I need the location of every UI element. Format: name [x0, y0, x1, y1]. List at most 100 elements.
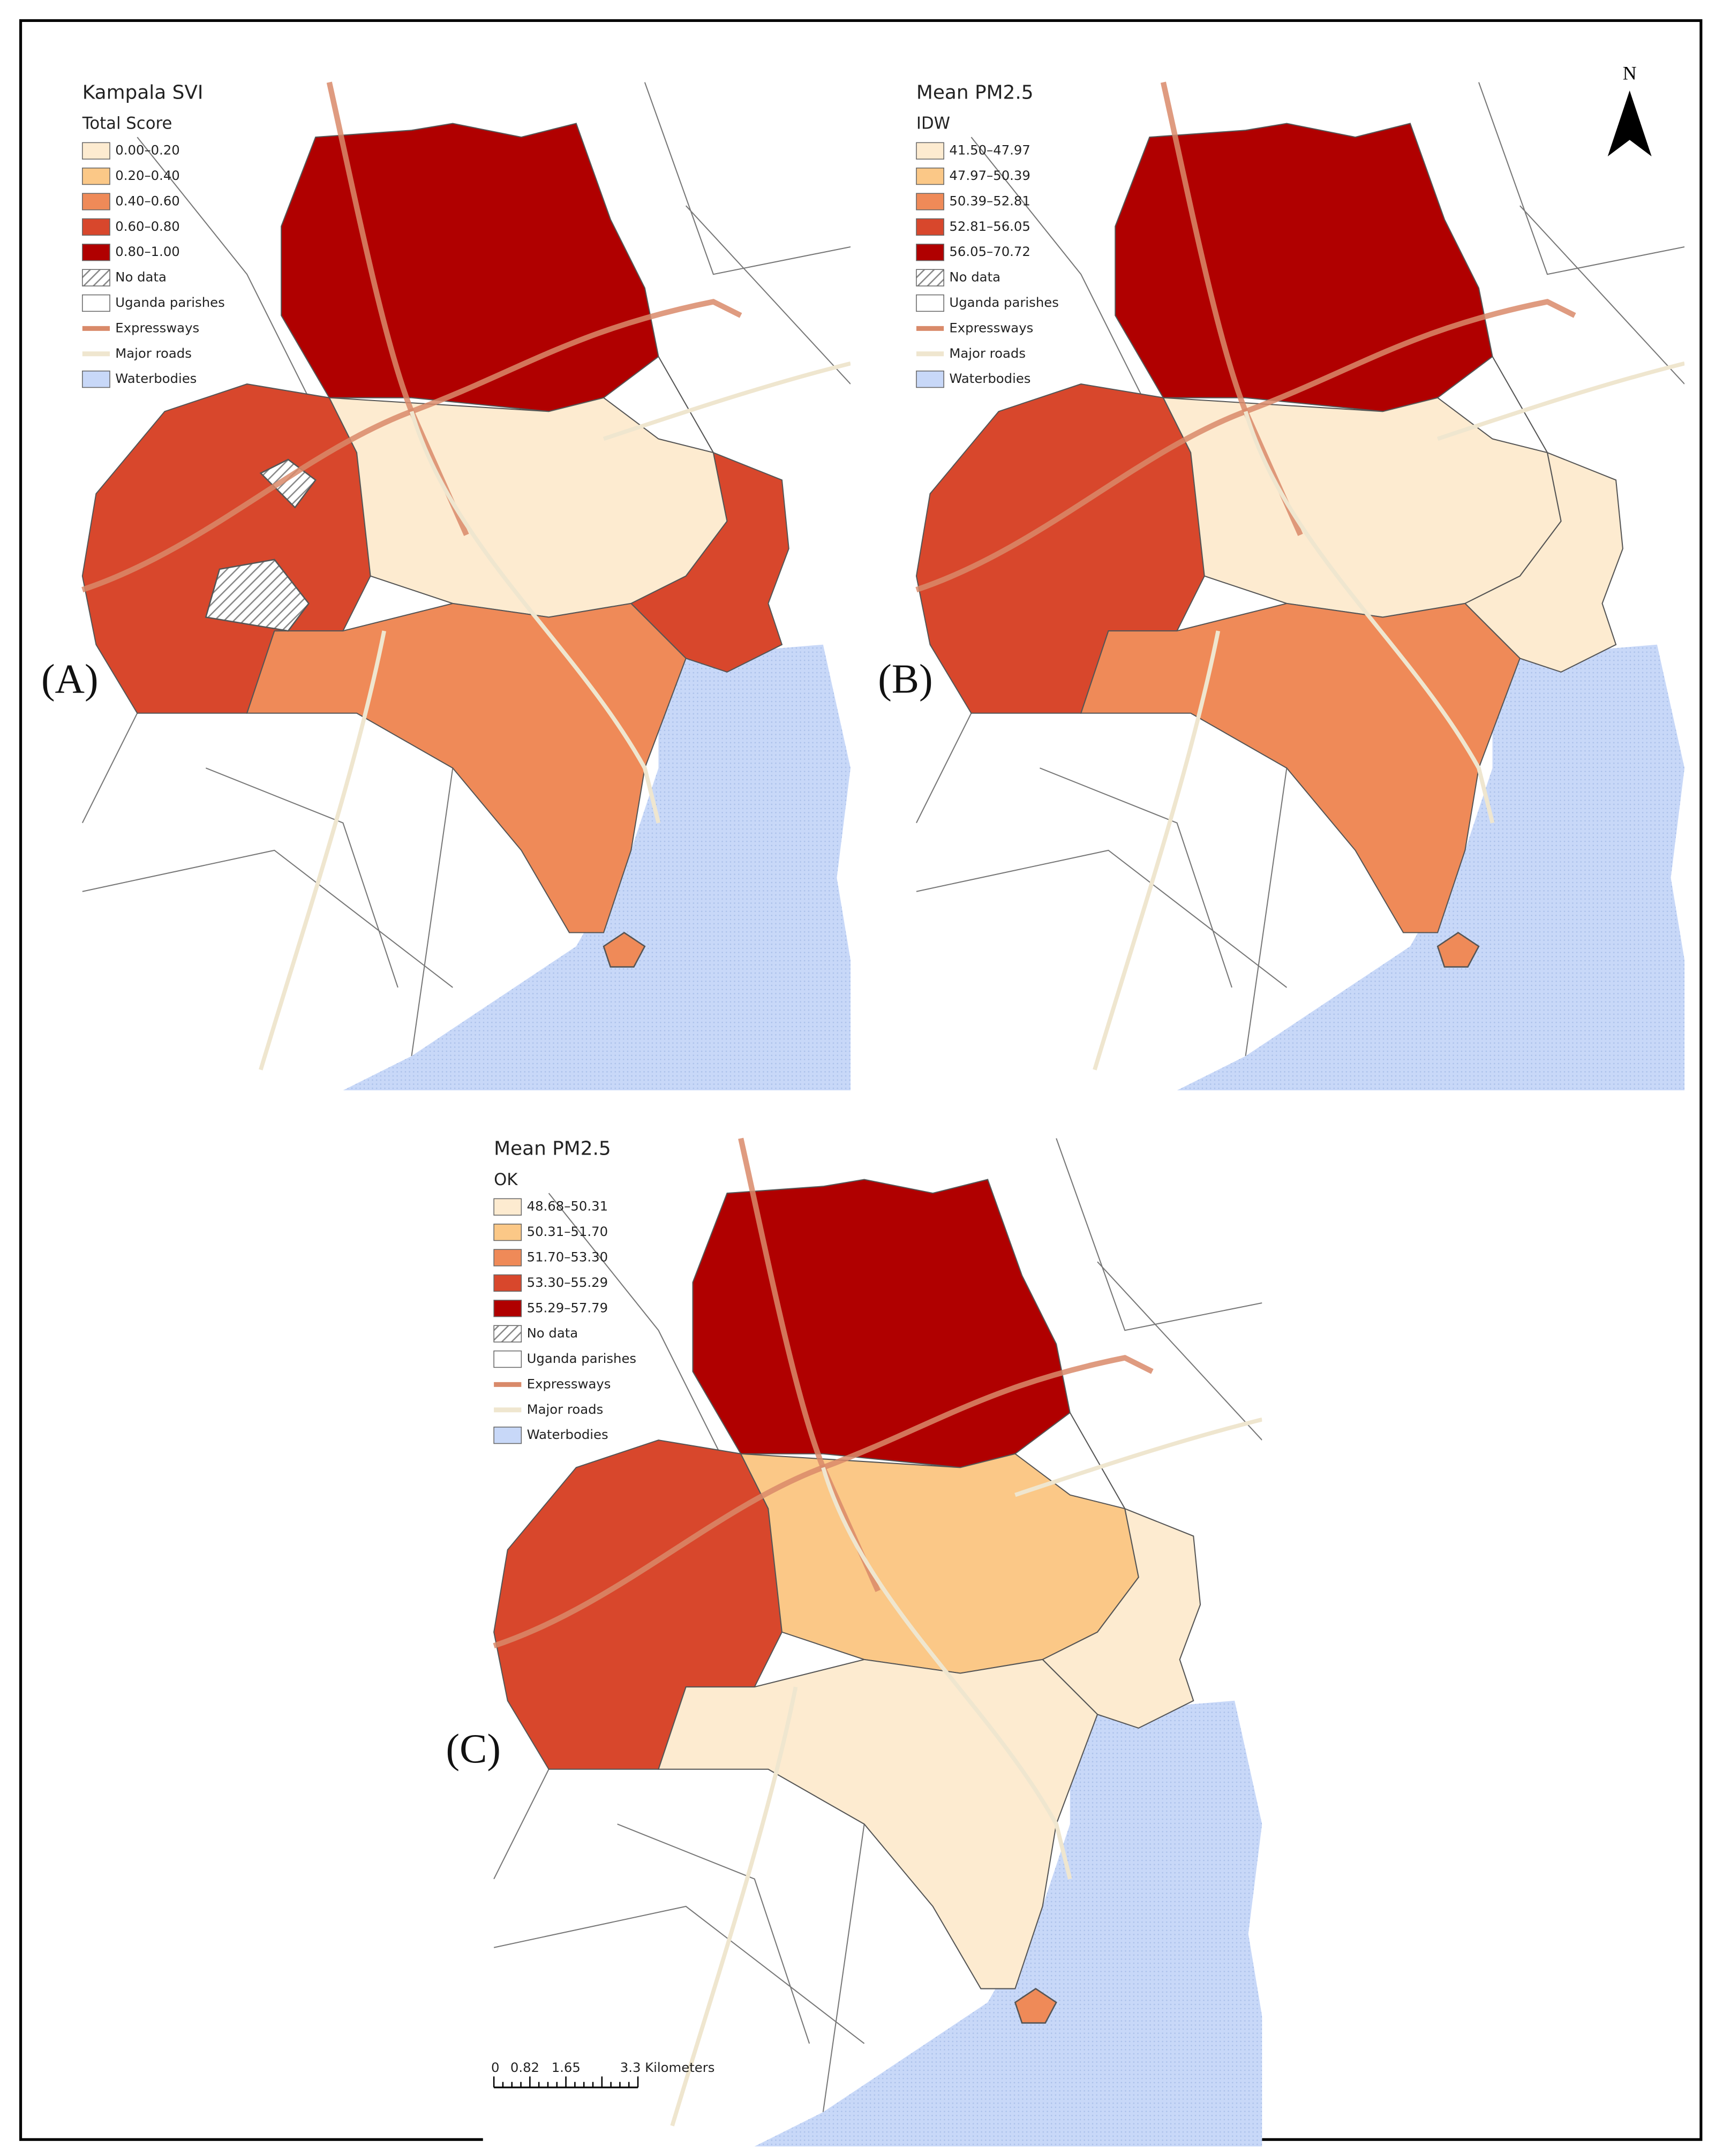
- legend-title: Mean PM2.5: [916, 81, 1034, 103]
- scale-label: 0: [491, 2060, 499, 2075]
- scale-bar: 0 0.82 1.65 3.3 Kilometers: [491, 2060, 714, 2089]
- legend-swatch: [916, 294, 944, 312]
- map-panel: [905, 41, 1685, 1091]
- waterbody: [1177, 644, 1685, 1091]
- legend-swatch: [82, 244, 110, 261]
- parish-boundary: [916, 849, 1288, 988]
- no-data-area: [205, 559, 310, 632]
- parish-region: [1464, 356, 1623, 673]
- major-road: [1014, 1417, 1262, 1497]
- legend-swatch: [493, 1325, 522, 1343]
- panel-label: (B): [878, 656, 932, 702]
- legend-swatch: [916, 371, 944, 388]
- island: [1436, 931, 1480, 968]
- legend-title: Mean PM2.5: [494, 1137, 611, 1159]
- legend-label: Uganda parishes: [949, 295, 1059, 310]
- legend-swatch: [82, 294, 110, 312]
- legend-label: 53.30–55.29: [527, 1275, 608, 1290]
- legend-label: 0.80–1.00: [115, 244, 180, 259]
- major-road: [821, 1467, 1072, 1880]
- legend-label: 41.50–47.97: [949, 142, 1030, 158]
- major-road: [409, 411, 661, 824]
- parish-boundary: [82, 849, 453, 988]
- scale-label: 0.82: [510, 2060, 539, 2075]
- panel-label: (C): [446, 1726, 500, 1771]
- legend-label: Expressways: [527, 1376, 611, 1391]
- island: [603, 931, 646, 968]
- legend-label: 52.81–56.05: [949, 218, 1030, 234]
- parish-region: [281, 123, 659, 412]
- legend-label: 55.29–57.79: [527, 1300, 608, 1315]
- parish-boundary: [1056, 1138, 1262, 1331]
- north-arrow: N: [1607, 63, 1652, 156]
- legend-label: Expressways: [115, 320, 199, 335]
- legend-label: 48.68–50.31: [527, 1198, 608, 1214]
- north-label: N: [1623, 63, 1637, 84]
- legend-swatch: [493, 1350, 522, 1368]
- waterbody: [604, 1056, 735, 1091]
- parish-boundary: [205, 767, 398, 988]
- legend-label: 0.00–0.20: [115, 142, 180, 158]
- legend-swatch: [493, 1198, 522, 1216]
- waterbody: [754, 1700, 1262, 2147]
- major-road: [670, 1686, 798, 2127]
- parish-boundary: [617, 1823, 810, 2044]
- major-road: [1093, 630, 1221, 1071]
- legend-subtitle: OK: [494, 1170, 518, 1189]
- legend-label: No data: [949, 269, 1000, 285]
- legend-label: 47.97–50.39: [949, 168, 1030, 183]
- legend-swatch: [493, 1300, 522, 1317]
- waterbody: [1015, 2112, 1147, 2147]
- legend-swatch: [82, 371, 110, 388]
- legend-title: Kampala SVI: [82, 81, 204, 103]
- legend-label: Uganda parishes: [115, 295, 225, 310]
- legend-label: 50.31–51.70: [527, 1224, 608, 1239]
- legend-swatch: [82, 269, 110, 287]
- parish-boundary: [1040, 767, 1232, 988]
- legend-subtitle: IDW: [916, 114, 950, 133]
- scale-label: 1.65: [552, 2060, 581, 2075]
- expressway: [738, 1137, 881, 1592]
- parish-boundary: [685, 205, 851, 385]
- island: [1014, 1988, 1057, 2024]
- major-road: [1243, 411, 1495, 824]
- legend-swatch: [916, 167, 944, 185]
- legend: Mean PM2.5 OK 48.68–50.31 50.31–51.70 51.70–…: [493, 1137, 637, 1444]
- waterbody: [343, 644, 851, 1091]
- legend-label: Expressways: [949, 320, 1033, 335]
- legend-swatch: [82, 142, 110, 160]
- legend-label: 0.40–0.60: [115, 193, 180, 208]
- legend-subtitle: Total Score: [82, 114, 172, 133]
- legend-label: 51.70–53.30: [527, 1249, 608, 1265]
- parish-boundary: [644, 82, 851, 275]
- legend-label: Major roads: [949, 345, 1026, 361]
- legend: Kampala SVI Total Score 0.00–0.20 0.20–0.40…: [82, 81, 225, 388]
- major-road: [259, 630, 387, 1071]
- legend-label: Uganda parishes: [527, 1351, 637, 1366]
- legend-label: Waterbodies: [527, 1427, 608, 1442]
- parish-region: [1041, 1412, 1201, 1729]
- legend-swatch: [493, 1427, 522, 1444]
- legend-label: 50.39–52.81: [949, 193, 1030, 208]
- legend: Mean PM2.5 IDW 41.50–47.97 47.97–50.39 50.39…: [916, 81, 1059, 388]
- legend-swatch: [493, 1249, 522, 1267]
- parish-boundary: [1519, 205, 1685, 385]
- legend-swatch: [493, 1223, 522, 1241]
- parish-boundary: [1097, 1261, 1262, 1441]
- major-road: [1436, 361, 1685, 441]
- legend-swatch: [916, 142, 944, 160]
- expressway: [326, 81, 469, 536]
- legend-label: Waterbodies: [115, 371, 197, 386]
- waterbody: [1438, 1056, 1570, 1091]
- parish-region: [630, 356, 789, 673]
- legend-label: No data: [527, 1325, 578, 1341]
- legend-swatch: [916, 244, 944, 261]
- legend-label: Major roads: [527, 1401, 604, 1417]
- legend-swatch: [916, 269, 944, 287]
- panel-label: (A): [41, 656, 99, 702]
- legend-swatch: [82, 218, 110, 236]
- legend-swatch: [916, 218, 944, 236]
- north-arrow-icon: [1607, 91, 1652, 156]
- legend-swatch: [916, 193, 944, 210]
